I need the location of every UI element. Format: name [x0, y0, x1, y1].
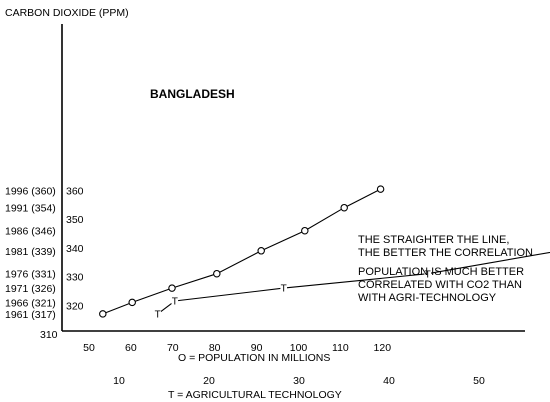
- technology-tick-label: 40: [383, 375, 395, 387]
- annotation-line-4: CORRELATED WITH CO2 THAN: [358, 279, 522, 291]
- x-axis: 50 60 70 80 90 100 110 120 O = POPULATION IN MI…: [62, 330, 525, 401]
- technology-point-marker: T: [281, 284, 287, 295]
- technology-axis-label: T = AGRICULTURAL TECHNOLOGY: [168, 389, 342, 401]
- population-point-marker: [213, 269, 221, 278]
- technology-tick-labels: 10 20 30 40 50: [113, 375, 485, 387]
- population-point-marker: [168, 284, 176, 292]
- year-tick-label: 1991 (354): [5, 203, 56, 215]
- year-tick-label: 1976 (331): [5, 269, 56, 281]
- population-point-marker: [99, 310, 107, 318]
- population-point-marker: [301, 226, 309, 235]
- y-tick-labels: 310 320 330 340 350 360: [40, 186, 84, 342]
- annotation-line-5: WITH AGRI-TECHNOLOGY: [358, 292, 497, 304]
- technology-tick-label: 50: [473, 375, 485, 387]
- population-tick-label: 100: [290, 342, 308, 354]
- y-tick-label: 340: [66, 243, 84, 255]
- population-tick-label: 60: [125, 342, 137, 354]
- y-tick-label: 320: [66, 300, 84, 312]
- population-tick-label: 110: [332, 342, 349, 354]
- technology-tick-label: 30: [293, 375, 305, 387]
- population-tick-label: 50: [83, 342, 95, 354]
- population-tick-label: 80: [209, 342, 221, 354]
- chart-title: BANGLADESH: [150, 87, 235, 101]
- population-series-line: [102, 188, 381, 315]
- technology-tick-label: 10: [113, 375, 125, 387]
- annotation-line-3: POPULATION IS MUCH BETTER: [358, 266, 524, 278]
- year-tick-label: 1966 (321): [5, 297, 56, 309]
- technology-point-bg: [280, 284, 287, 293]
- year-tick-label: 1981 (339): [5, 246, 56, 258]
- y-tick-label: 350: [66, 214, 84, 226]
- technology-point-bg: [171, 297, 179, 305]
- population-point-marker: [257, 247, 265, 255]
- technology-series-line: [157, 251, 550, 315]
- population-point-marker: [128, 298, 136, 307]
- population-point-marker: [340, 203, 348, 212]
- year-tick-label: 1971 (326): [5, 283, 56, 295]
- population-point-marker: [376, 185, 385, 193]
- population-tick-label: 120: [374, 342, 392, 354]
- annotations: THE STRAIGHTER THE LINE, THE BETTER THE …: [358, 234, 533, 304]
- population-tick-label: 70: [167, 342, 179, 354]
- population-tick-label: 90: [251, 342, 263, 354]
- year-tick-label: 1986 (346): [5, 226, 56, 238]
- technology-point-marker: T: [172, 297, 178, 308]
- technology-point-bg: [424, 269, 431, 278]
- population-tick-labels: 50 60 70 80 90 100 110 120: [83, 342, 391, 354]
- annotation-line-2: THE BETTER THE CORRELATION: [358, 247, 533, 259]
- y-axis-title: CARBON DIOXIDE (PPM): [5, 7, 129, 19]
- year-tick-labels: 1996 (360) 1991 (354) 1986 (346) 1981 (339)…: [5, 186, 56, 321]
- technology-tick-label: 20: [203, 375, 215, 387]
- year-tick-label: 1996 (360): [5, 186, 56, 198]
- y-tick-label: 360: [66, 186, 84, 198]
- series-group: TTTTTTTT: [99, 185, 550, 321]
- technology-point-marker: T: [425, 269, 431, 280]
- annotation-line-1: THE STRAIGHTER THE LINE,: [358, 234, 509, 246]
- population-axis-label: O = POPULATION IN MILLIONS: [178, 352, 330, 364]
- technology-point-bg: [154, 309, 161, 318]
- y-tick-label: 310: [40, 329, 58, 341]
- year-tick-label: 1961 (317): [5, 309, 56, 321]
- technology-point-marker: T: [155, 310, 161, 321]
- y-tick-label: 330: [66, 272, 84, 284]
